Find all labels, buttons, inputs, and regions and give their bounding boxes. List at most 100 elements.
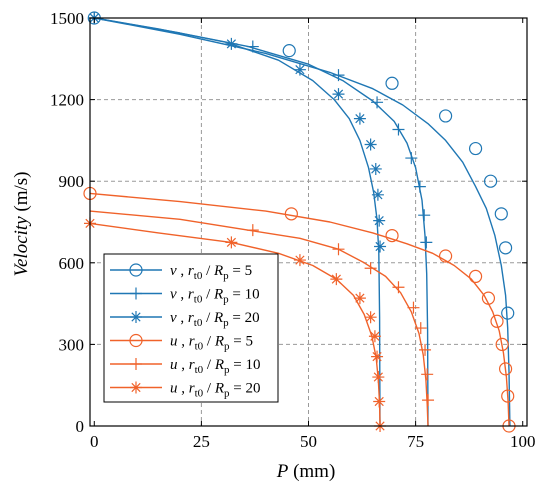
- y-axis-label-unit: (m/s): [11, 172, 32, 217]
- legend-swatch-marker: [130, 287, 142, 300]
- legend-entry-2: v , rt0 / Rp = 20: [110, 310, 260, 329]
- legend-label-sub1: t0: [194, 270, 203, 282]
- series-3-point: [284, 207, 298, 221]
- legend-label-var: u: [170, 381, 178, 397]
- series-0-point: [498, 241, 513, 255]
- series-0-point: [282, 44, 296, 58]
- legend-label-var: v: [170, 287, 177, 303]
- legend-swatch-marker: [130, 381, 142, 394]
- x-tick-label: 75: [407, 432, 424, 451]
- legend-label-sub2: p: [223, 294, 229, 306]
- series-2-point: [374, 240, 387, 253]
- axis-ticks: 0 25 50 75 100 0 300 600 900 1200 1500: [50, 9, 535, 451]
- series-4-point: [364, 262, 377, 275]
- legend-label-symbol: ,: [178, 381, 189, 397]
- series-2-point: [371, 188, 384, 201]
- series-5-point: [364, 311, 377, 324]
- series-1-point: [392, 123, 405, 136]
- legend-label-rhs: = 10: [230, 357, 261, 373]
- series-line-1: [94, 17, 429, 427]
- series-0-point: [501, 306, 515, 320]
- series-line-0: [94, 17, 511, 427]
- series-layer: [83, 11, 516, 433]
- y-tick-label: 1500: [50, 9, 84, 28]
- series-3-point: [468, 269, 483, 283]
- legend-label-rhs: = 5: [229, 263, 252, 279]
- legend-entry-4: u , rt0 / Rp = 10: [110, 357, 260, 376]
- legend-label-symbol: /: [203, 357, 215, 373]
- series-3-point: [490, 314, 504, 328]
- series-1-point: [332, 69, 345, 82]
- legend-label-rhs: = 20: [230, 381, 261, 397]
- y-tick-label: 0: [76, 417, 85, 436]
- legend-label-symbol: ,: [178, 357, 189, 373]
- series-4-point: [392, 281, 405, 294]
- legend-label-symbol: /: [202, 310, 214, 326]
- series-2-point: [373, 214, 386, 227]
- y-tick-label: 900: [59, 172, 85, 191]
- series-5-point: [293, 254, 306, 267]
- series-4-point: [246, 224, 259, 237]
- series-1-point: [405, 152, 418, 165]
- series-4-point: [419, 343, 432, 356]
- x-tick-label: 100: [510, 432, 536, 451]
- legend-label: u , rt0 / Rp = 5: [170, 334, 253, 353]
- x-axis-label-var: P: [276, 461, 289, 482]
- series-4-point: [407, 301, 420, 314]
- series-2-point: [225, 37, 238, 50]
- y-tick-label: 600: [59, 254, 85, 273]
- series-3-point: [438, 249, 453, 263]
- legend-label-var: v: [170, 263, 177, 279]
- legend-label-symbol: /: [202, 263, 214, 279]
- legend-label: v , rt0 / Rp = 5: [170, 263, 252, 282]
- legend-label-symbol: R: [213, 263, 223, 279]
- legend-label: u , rt0 / Rp = 10: [170, 357, 260, 376]
- series-2-point: [353, 112, 366, 125]
- series-4-point: [414, 322, 427, 335]
- y-tick-label: 1200: [50, 91, 84, 110]
- series-1-point: [371, 96, 384, 109]
- series-3-point: [501, 389, 515, 403]
- legend-label-symbol: r: [188, 310, 194, 326]
- series-5-point: [372, 371, 385, 384]
- legend-label-symbol: R: [213, 310, 223, 326]
- legend-label-rhs: = 5: [230, 334, 253, 350]
- legend-label-sub1: t0: [194, 317, 203, 329]
- legend-label-var: u: [170, 357, 178, 373]
- legend-swatch-marker: [129, 263, 143, 277]
- series-3-point: [495, 337, 509, 351]
- legend-label-sub2: p: [223, 317, 229, 329]
- legend-label-symbol: /: [203, 334, 215, 350]
- legend-label-symbol: R: [213, 287, 223, 303]
- series-4-point: [422, 394, 435, 407]
- series-2: [88, 12, 387, 427]
- legend-label-sub2: p: [224, 341, 230, 353]
- legend-label-symbol: ,: [177, 310, 188, 326]
- legend-label: v , rt0 / Rp = 20: [170, 310, 260, 329]
- series-line-4: [89, 210, 429, 427]
- series-5-point: [353, 292, 366, 305]
- x-axis-label-unit: (mm): [288, 461, 335, 482]
- legend-label-sub1: t0: [195, 341, 204, 353]
- legend-label-symbol: r: [188, 287, 194, 303]
- series-0-point: [494, 207, 508, 221]
- series-0: [87, 11, 515, 427]
- series-0-point: [385, 76, 399, 90]
- legend-box: [103, 253, 279, 403]
- series-5-point: [330, 273, 343, 286]
- legend-entry-5: u , rt0 / Rp = 20: [110, 381, 260, 400]
- series-2-point: [364, 138, 377, 151]
- series-5-point: [225, 236, 238, 249]
- series-0-point: [483, 174, 498, 188]
- y-axis-label: Velocity (m/s): [11, 172, 32, 277]
- legend-label-rhs: = 20: [229, 310, 260, 326]
- legend: v , rt0 / Rp = 5v , rt0 / Rp = 10v , rt0…: [103, 253, 279, 403]
- legend-label: v , rt0 / Rp = 10: [170, 287, 260, 306]
- legend-label-sub1: t0: [195, 388, 204, 400]
- legend-label-sub2: p: [224, 364, 230, 376]
- legend-label-var: v: [170, 310, 177, 326]
- x-axis-label: P (mm): [276, 461, 336, 482]
- series-3-point: [385, 229, 399, 243]
- legend-swatch-marker: [130, 358, 142, 370]
